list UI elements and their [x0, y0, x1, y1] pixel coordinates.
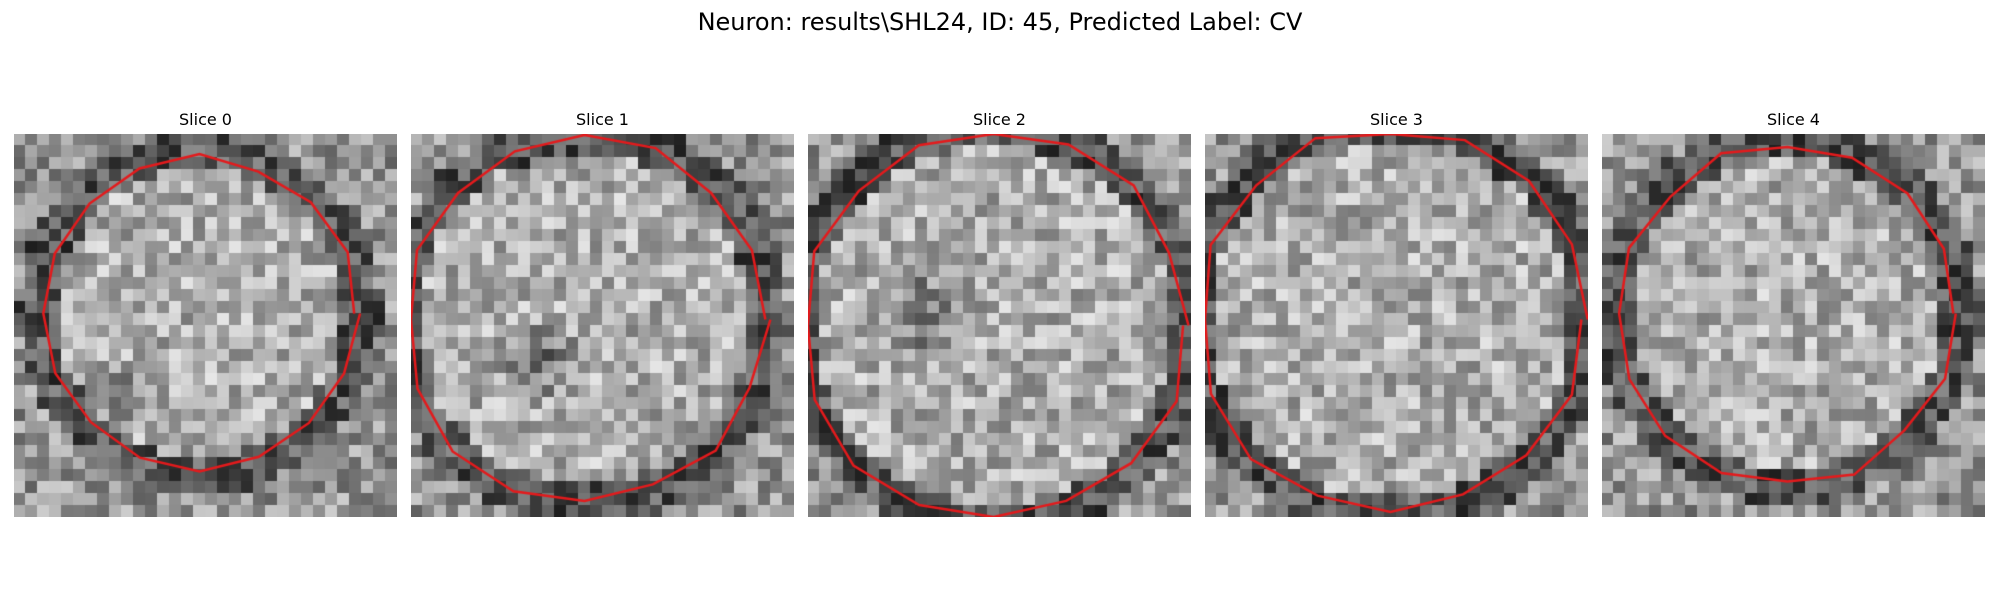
- slice-4-title: Slice 4: [1767, 110, 1820, 129]
- slice-2-image: [808, 134, 1191, 517]
- slice-2-title: Slice 2: [973, 110, 1026, 129]
- slice-3-title: Slice 3: [1370, 110, 1423, 129]
- slice-1-title: Slice 1: [576, 110, 629, 129]
- slice-3-image: [1205, 134, 1588, 517]
- slice-4-image: [1602, 134, 1985, 517]
- slice-0-image: [14, 134, 397, 517]
- slice-1-image: [411, 134, 794, 517]
- figure-title: Neuron: results\SHL24, ID: 45, Predicted…: [697, 8, 1303, 36]
- slice-0-title: Slice 0: [179, 110, 232, 129]
